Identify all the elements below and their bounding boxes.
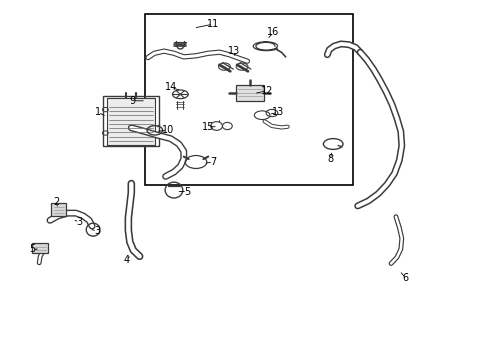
- Bar: [107, 98, 155, 145]
- Bar: [236, 85, 264, 101]
- Text: 13: 13: [228, 46, 240, 56]
- Text: 8: 8: [327, 154, 333, 164]
- Bar: [145, 14, 353, 185]
- Bar: [51, 203, 66, 216]
- Text: 5: 5: [184, 186, 190, 197]
- Text: 2: 2: [53, 197, 59, 207]
- Text: 12: 12: [261, 86, 273, 96]
- Text: 6: 6: [403, 273, 409, 283]
- Text: 9: 9: [129, 96, 135, 106]
- Text: 1: 1: [95, 107, 101, 117]
- Text: 14: 14: [165, 82, 177, 93]
- Text: 16: 16: [268, 27, 280, 37]
- Bar: [32, 243, 48, 253]
- Text: 4: 4: [123, 255, 129, 265]
- Text: 3: 3: [94, 226, 100, 236]
- Text: 13: 13: [272, 107, 284, 117]
- Text: 11: 11: [207, 19, 220, 29]
- Text: 15: 15: [202, 122, 215, 132]
- Bar: [103, 96, 159, 146]
- Text: 10: 10: [162, 125, 174, 135]
- Text: 5: 5: [29, 244, 35, 254]
- Text: 3: 3: [76, 217, 82, 228]
- Text: 7: 7: [210, 157, 216, 167]
